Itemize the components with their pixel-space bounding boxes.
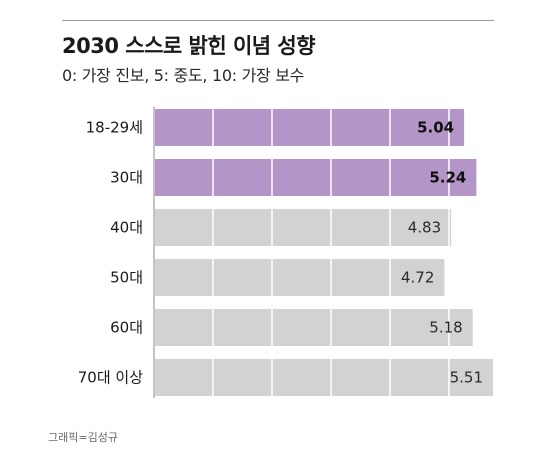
chart-title: 2030 스스로 밝힌 이념 성향 bbox=[62, 34, 316, 58]
value-label: 5.18 bbox=[429, 319, 462, 337]
value-label: 4.83 bbox=[408, 219, 441, 237]
bar-1 bbox=[155, 159, 477, 196]
bar-4 bbox=[155, 309, 473, 346]
bar-3 bbox=[155, 259, 445, 296]
top-rule bbox=[62, 20, 494, 21]
value-label: 5.51 bbox=[450, 369, 483, 387]
value-label: 5.04 bbox=[417, 119, 454, 137]
bar-0 bbox=[155, 109, 465, 146]
value-label: 4.72 bbox=[401, 269, 434, 287]
category-label: 40대 bbox=[110, 219, 143, 237]
category-label: 50대 bbox=[110, 269, 143, 287]
value-label: 5.24 bbox=[429, 169, 466, 187]
graphic-credit: 그래픽=김성규 bbox=[48, 431, 118, 444]
category-label: 30대 bbox=[110, 169, 143, 187]
category-label: 70대 이상 bbox=[78, 369, 143, 387]
category-label: 60대 bbox=[110, 319, 143, 337]
category-label: 18-29세 bbox=[86, 119, 143, 137]
bar-2 bbox=[155, 209, 452, 246]
bar-5 bbox=[155, 359, 493, 396]
chart-subtitle: 0: 가장 진보, 5: 중도, 10: 가장 보수 bbox=[62, 66, 305, 85]
